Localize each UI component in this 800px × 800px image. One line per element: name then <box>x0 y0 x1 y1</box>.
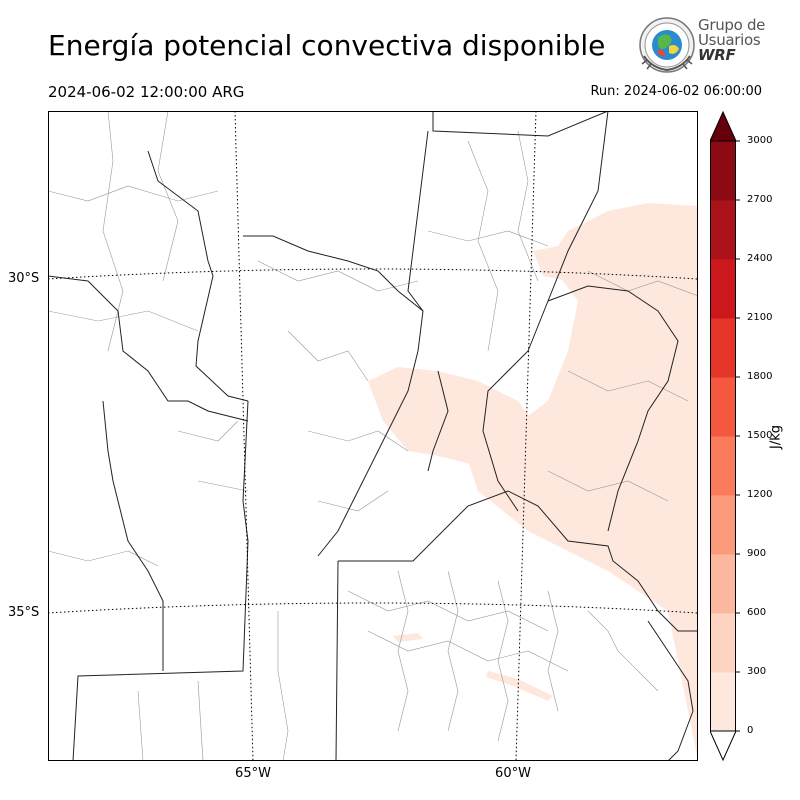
colorbar <box>710 111 740 761</box>
department-boundary <box>157 111 179 282</box>
department-boundary <box>347 590 549 632</box>
globe-emblem-icon <box>639 17 695 73</box>
department-boundary <box>48 185 219 202</box>
colorbar-segment <box>710 141 736 201</box>
colorbar-tick-label: 2400 <box>747 253 773 264</box>
lon-label-60w: 60°W <box>495 766 531 781</box>
department-boundary <box>307 430 409 452</box>
department-boundary <box>467 140 499 352</box>
colorbar-tick-label: 2100 <box>747 312 773 323</box>
department-boundary <box>317 490 389 512</box>
meridian-65w <box>234 111 254 761</box>
logo-line-1: Grupo de <box>698 16 766 34</box>
cape-area-northeast <box>468 203 698 761</box>
province-boundary <box>195 275 249 402</box>
department-boundary <box>287 330 369 382</box>
colorbar-segment <box>710 495 736 555</box>
lon-label-65w: 65°W <box>235 766 271 781</box>
meridian-60w <box>515 111 537 761</box>
province-boundary <box>427 370 449 472</box>
colorbar-tick-label: 1200 <box>747 489 773 500</box>
colorbar-segment <box>710 318 736 378</box>
department-boundary <box>547 470 669 502</box>
colorbar-tick-label: 2700 <box>747 194 773 205</box>
colorbar-tick-label: 1800 <box>747 371 773 382</box>
parallel-30s <box>48 268 698 280</box>
colorbar-tick-label: 3000 <box>747 135 773 146</box>
colorbar-tick-label: 900 <box>747 548 767 559</box>
department-boundary <box>567 370 689 402</box>
colorbar-segment <box>710 613 736 673</box>
graticule <box>48 111 698 761</box>
department-boundary <box>587 610 659 692</box>
colorbar-segment <box>710 436 736 496</box>
lat-label-30s: 30°S <box>8 271 40 286</box>
colorbar-tick-label: 1500 <box>747 430 773 441</box>
map-title: Energía potencial convectiva disponible <box>48 29 606 62</box>
logo-text: Grupo de Usuarios WRF <box>698 18 765 63</box>
cape-area-south-streak <box>486 671 553 701</box>
colorbar-segment <box>710 200 736 260</box>
colorbar-segment <box>710 672 736 732</box>
department-boundary <box>427 230 549 247</box>
department-boundary <box>177 420 239 442</box>
logo-line-2: Usuarios <box>698 31 761 49</box>
colorbar-segment <box>710 377 736 437</box>
lat-label-35s: 35°S <box>8 605 40 620</box>
province-boundary <box>547 285 679 532</box>
colorbar-segment <box>710 259 736 319</box>
colorbar-segment <box>710 554 736 614</box>
colorbar-tick-label: 600 <box>747 607 767 618</box>
valid-time: 2024-06-02 12:00:00 ARG <box>48 83 245 101</box>
department-boundary <box>137 690 144 761</box>
department-boundary <box>497 580 509 742</box>
province-boundary <box>72 400 249 761</box>
province-boundary <box>338 490 698 632</box>
coastline <box>647 620 694 761</box>
colorbar-extend-max <box>710 111 737 142</box>
run-time: Run: 2024-06-02 06:00:00 <box>590 84 762 99</box>
parallel-35s <box>48 602 698 614</box>
province-boundary <box>407 130 429 312</box>
department-boundary <box>277 611 289 761</box>
province-boundaries <box>48 111 698 761</box>
colorbar-tick-label: 300 <box>747 666 767 677</box>
colorbar-outline <box>710 140 736 732</box>
department-boundary <box>587 270 698 297</box>
department-boundary <box>257 260 419 292</box>
province-boundary <box>102 400 164 671</box>
department-boundary <box>48 310 199 332</box>
province-boundary <box>335 560 339 761</box>
wrf-users-logo: Grupo de Usuarios WRF <box>638 16 768 76</box>
department-boundary <box>197 480 249 492</box>
department-boundary <box>48 550 159 567</box>
province-boundary <box>432 111 609 137</box>
province-boundary <box>482 111 609 512</box>
cape-area-south-spot <box>393 633 423 642</box>
province-boundary <box>48 275 249 422</box>
cape-map <box>48 111 698 761</box>
colorbar-tick-label: 0 <box>747 725 754 736</box>
department-boundary <box>447 570 459 732</box>
map-frame <box>48 111 698 761</box>
department-boundary <box>397 570 409 732</box>
cape-area-center <box>368 367 568 501</box>
colorbar-label: J/kg <box>768 425 784 449</box>
colorbar-extend-min <box>710 730 737 761</box>
minor-boundaries <box>48 111 698 761</box>
department-boundary <box>367 630 569 672</box>
province-boundary <box>147 150 214 277</box>
department-boundary <box>197 680 204 761</box>
department-boundary <box>547 590 559 712</box>
department-boundary <box>517 130 539 282</box>
logo-line-3: WRF <box>698 46 736 64</box>
